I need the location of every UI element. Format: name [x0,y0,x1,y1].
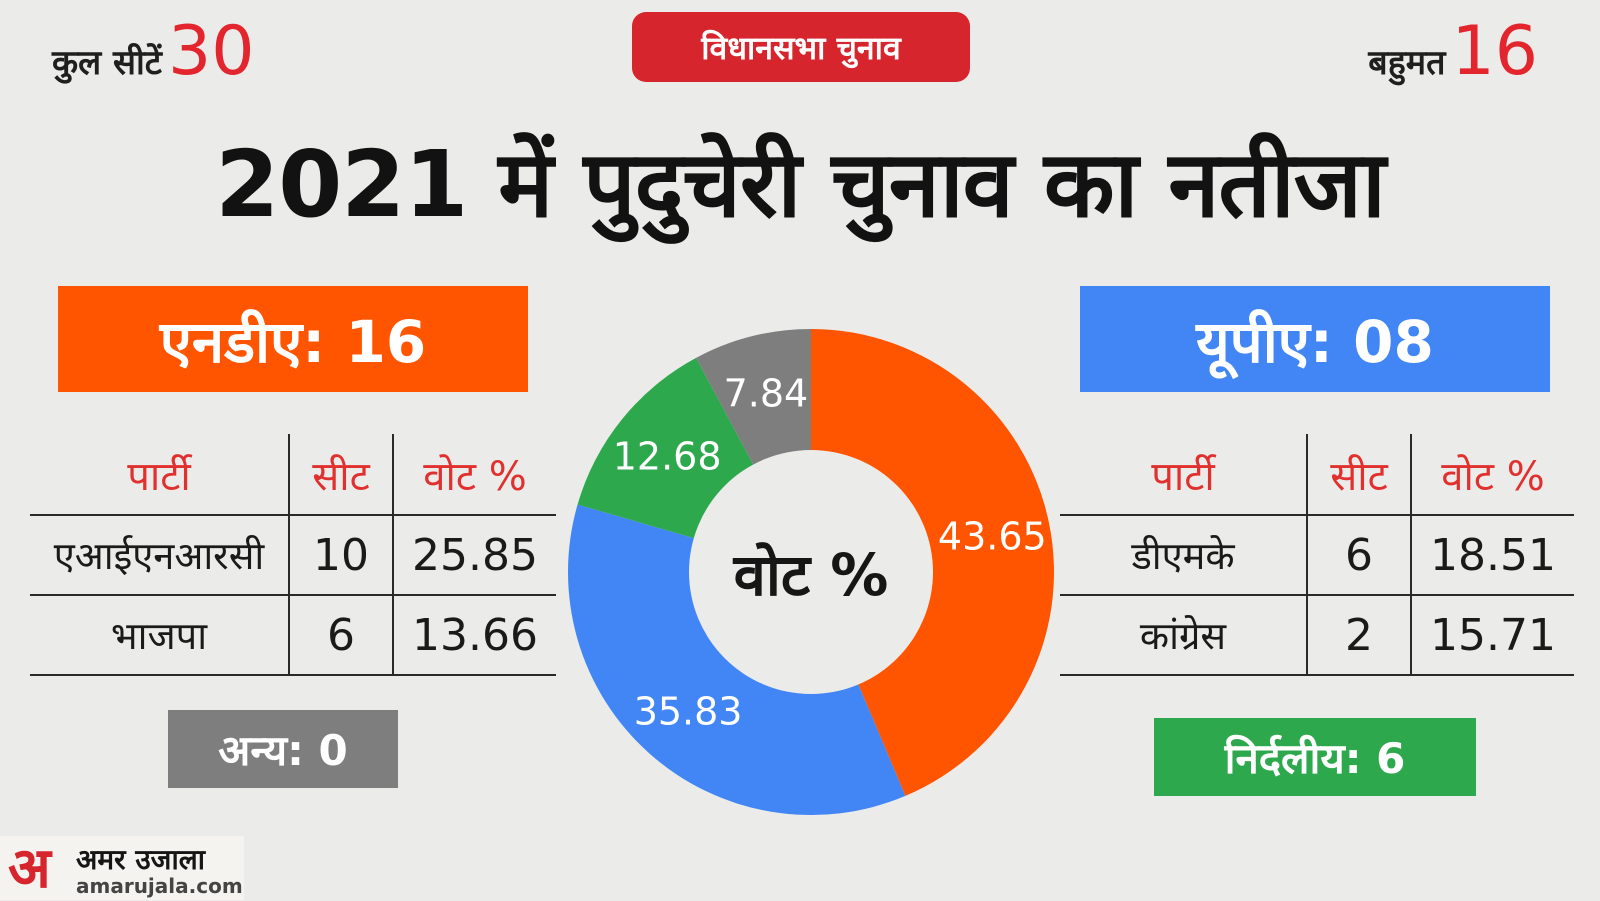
independent-seats-box: निर्दलीय: 6 [1154,718,1476,796]
donut-slice-label-1: 43.65 [938,514,1047,558]
party-vote-pct: 13.66 [392,595,556,676]
brand-name: अमर उजाला [76,843,205,876]
total-seats-value: 30 [167,12,255,91]
col-vote-pct: वोट % [1410,434,1574,516]
upa-results-table: पार्टी सीट वोट % डीएमके 6 18.51 कांग्रेस… [1060,434,1574,676]
col-vote-pct: वोट % [392,434,556,516]
party-name: कांग्रेस [1060,595,1307,676]
party-name: एआईएनआरसी [30,515,289,596]
table-row: एआईएनआरसी 10 25.85 [30,515,556,596]
table-row: कांग्रेस 2 15.71 [1060,595,1574,676]
majority: बहुमत 16 [1368,18,1538,86]
brand-url: amarujala.com [76,874,243,898]
donut-center-label: वोट % [733,541,889,609]
col-seats: सीट [288,434,393,516]
col-seats: सीट [1306,434,1411,516]
party-vote-pct: 25.85 [392,515,556,596]
donut-slice-label-4: 7.84 [724,372,809,416]
party-vote-pct: 18.51 [1410,515,1574,596]
majority-value: 16 [1451,12,1538,91]
party-name: डीएमके [1060,515,1307,596]
nda-results-table: पार्टी सीट वोट % एआईएनआरसी 10 25.85 भाजप… [30,434,556,676]
col-party: पार्टी [1060,434,1307,516]
vote-share-donut-chart: 43.65 35.83 12.687.84 वोट % [568,329,1054,815]
party-seats: 6 [288,595,393,676]
others-seats-box: अन्य: 0 [168,710,398,788]
page-title: 2021 में पुदुचेरी चुनाव का नतीजा [215,131,1386,238]
upa-seats-box: यूपीए: 08 [1080,286,1550,392]
election-tag: विधानसभा चुनाव [632,12,970,82]
total-seats: कुल सीटें 30 [52,18,254,86]
brand-logo: अ अमर उजाला amarujala.com [0,836,244,900]
party-seats: 10 [288,515,393,596]
donut-slice-label-3: 12.68 [613,435,722,479]
party-seats: 2 [1306,595,1411,676]
nda-seats-box: एनडीए: 16 [58,286,528,392]
donut-slice-label-2: 35.83 [634,689,743,733]
majority-label: बहुमत [1368,43,1446,83]
party-vote-pct: 15.71 [1410,595,1574,676]
donut-hole [689,450,933,694]
table-row: भाजपा 6 13.66 [30,595,556,676]
brand-mark: अ [8,835,51,901]
table-row: डीएमके 6 18.51 [1060,515,1574,596]
party-name: भाजपा [30,595,289,676]
total-seats-label: कुल सीटें [52,43,162,83]
col-party: पार्टी [30,434,289,516]
party-seats: 6 [1306,515,1411,596]
